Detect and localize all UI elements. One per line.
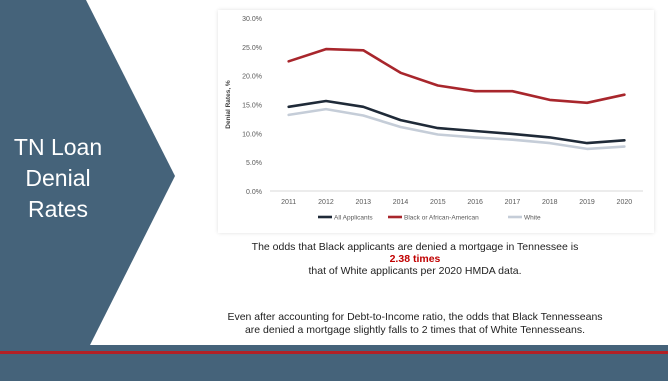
dti-note-line-2: are denied a mortgage slightly falls to … bbox=[244, 324, 586, 336]
legend-label: White bbox=[524, 215, 541, 222]
legend-label: Black or African-American bbox=[404, 215, 479, 222]
x-tick-label: 2014 bbox=[393, 199, 409, 206]
series-line-all-applicants bbox=[287, 99, 626, 145]
y-tick-label: 25.0% bbox=[242, 45, 262, 52]
y-tick-label: 10.0% bbox=[242, 131, 262, 138]
slide-title: TN Loan Denial Rates bbox=[8, 132, 108, 225]
x-tick-label: 2019 bbox=[579, 199, 595, 206]
slide-title-line-3: Rates bbox=[27, 196, 89, 222]
odds-statement-line: The odds that Black applicants are denie… bbox=[251, 241, 579, 253]
denial-rate-chart: 0.0% 5.0% 10.0% 15.0% 20.0% 25.0% 30.0% Denial … bbox=[218, 10, 654, 233]
x-tick-label: 2011 bbox=[281, 199, 296, 206]
x-tick-label: 2013 bbox=[355, 199, 371, 206]
x-tick-label: 2020 bbox=[617, 199, 633, 206]
series-line-black-or-african-american bbox=[287, 47, 626, 105]
slide-title-line-1: TN Loan bbox=[13, 134, 103, 160]
x-tick-label: 2012 bbox=[318, 199, 334, 206]
x-tick-label: 2016 bbox=[467, 199, 483, 206]
footer-accent-bar bbox=[0, 351, 668, 354]
data-source-line: that of White applicants per 2020 HMDA d… bbox=[308, 265, 522, 277]
legend-label: All Applicants bbox=[334, 215, 373, 222]
x-tick-label: 2017 bbox=[505, 199, 521, 206]
x-tick-label: 2018 bbox=[542, 199, 558, 206]
x-tick-label: 2015 bbox=[430, 199, 446, 206]
y-tick-label: 0.0% bbox=[246, 189, 262, 196]
dti-note-line-1: Even after accounting for Debt-to-Income… bbox=[227, 311, 603, 323]
y-tick-label: 30.0% bbox=[242, 16, 262, 23]
y-tick-label: 15.0% bbox=[242, 103, 262, 110]
slide-title-line-2: Denial bbox=[25, 165, 91, 191]
series-line-white bbox=[287, 107, 626, 151]
chart-svg: 0.0% 5.0% 10.0% 15.0% 20.0% 25.0% 30.0% Denial … bbox=[225, 16, 643, 222]
y-axis-title: Denial Rates, % bbox=[225, 80, 232, 129]
y-tick-label: 20.0% bbox=[242, 74, 262, 81]
odds-ratio-highlight: 2.38 times bbox=[389, 253, 441, 265]
y-tick-label: 5.0% bbox=[246, 160, 262, 167]
